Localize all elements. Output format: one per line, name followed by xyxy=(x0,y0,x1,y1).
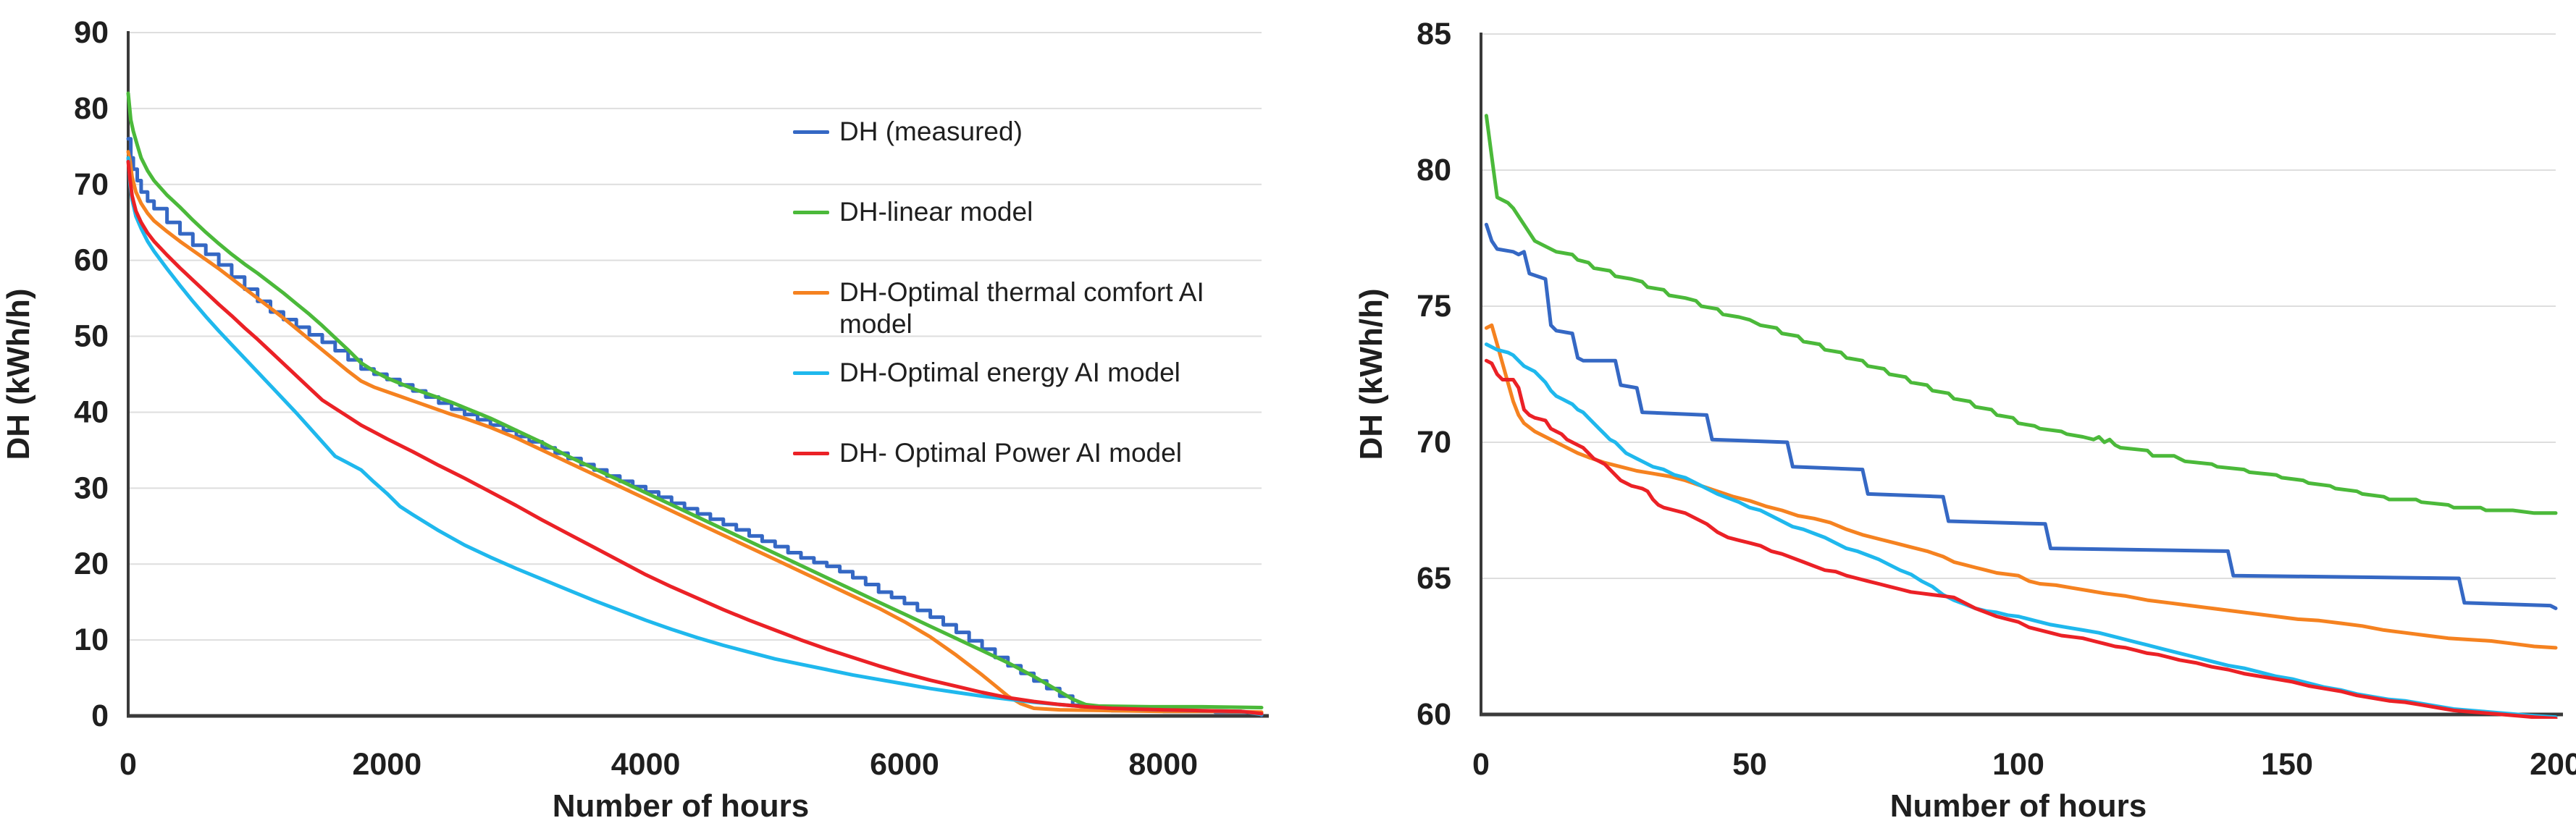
y-tick-label-70: 70 xyxy=(1417,425,1451,460)
y-tick-label-80: 80 xyxy=(1417,153,1451,187)
legend-swatch-dh-optimal-thermal-comfort-ai-model xyxy=(793,291,829,295)
x-tick-label-2000: 2000 xyxy=(352,747,421,782)
y-axis-title-right: DH (kWh/h) xyxy=(1354,288,1389,460)
x-tick-label-150: 150 xyxy=(2261,747,2313,782)
legend-swatch-dh-optimal-energy-ai-model xyxy=(793,371,829,375)
series-line-dh-optimal-energy-ai-model xyxy=(126,156,1264,717)
legend-label-dh-optimal-energy-ai-model: DH-Optimal energy AI model xyxy=(839,358,1180,387)
y-tick-label-10: 10 xyxy=(74,623,109,657)
y-tick-label-0: 0 xyxy=(91,699,109,733)
legend-label-dh-measured: DH (measured) xyxy=(839,117,1023,146)
series-line-dh-optimal-power-ai-model xyxy=(1484,358,2558,719)
series-line-dh-measured xyxy=(1484,222,2558,610)
legend-item-dh-optimal-power-ai-model: DH- Optimal Power AI model xyxy=(793,437,1182,469)
y-tick-label-75: 75 xyxy=(1417,289,1451,324)
x-tick-label-0: 0 xyxy=(1472,747,1490,782)
x-tick-label-0: 0 xyxy=(119,747,137,782)
series-line-dh-measured xyxy=(126,137,1264,717)
legend-swatch-dh-linear-model xyxy=(793,211,829,214)
legend-label-dh-linear-model: DH-linear model xyxy=(839,197,1033,227)
legend-label-dh-optimal-power-ai-model: DH- Optimal Power AI model xyxy=(839,438,1182,468)
legend-item-dh-optimal-thermal-comfort-ai-model: DH-Optimal thermal comfort AI model xyxy=(793,277,1245,340)
y-axis-title-left: DH (kWh/h) xyxy=(1,288,36,460)
x-axis-title-left: Number of hours xyxy=(553,788,809,824)
legend-item-dh-linear-model: DH-linear model xyxy=(793,196,1033,228)
x-tick-label-200: 200 xyxy=(2530,747,2576,782)
chart-peak-load-duration-zoom: 60 65 70 75 80 85 0 50 100 150 200 Number of hours… xyxy=(1354,17,2576,824)
legend-swatch-dh-optimal-power-ai-model xyxy=(793,452,829,455)
x-tick-label-4000: 4000 xyxy=(611,747,681,782)
legend-label-dh-optimal-thermal-comfort-ai-model: DH-Optimal thermal comfort AI model xyxy=(839,277,1204,339)
y-tick-label-70: 70 xyxy=(74,167,109,202)
y-tick-label-20: 20 xyxy=(74,547,109,581)
series-line-dh-optimal-thermal-comfort-ai-model xyxy=(1484,323,2558,650)
legend-item-dh-measured: DH (measured) xyxy=(793,116,1023,148)
x-tick-label-6000: 6000 xyxy=(870,747,939,782)
x-tick-label-100: 100 xyxy=(1992,747,2044,782)
x-tick-label-50: 50 xyxy=(1732,747,1767,782)
x-axis-title-right: Number of hours xyxy=(1890,788,2147,824)
y-tick-label-40: 40 xyxy=(74,395,109,429)
x-tick-label-8000: 8000 xyxy=(1128,747,1198,782)
y-tick-label-60: 60 xyxy=(1417,697,1451,732)
y-tick-label-65: 65 xyxy=(1417,561,1451,596)
series-line-dh-linear-model xyxy=(1484,114,2558,515)
y-tick-label-30: 30 xyxy=(74,471,109,505)
legend-item-dh-optimal-energy-ai-model: DH-Optimal energy AI model xyxy=(793,357,1180,389)
series-line-dh-linear-model xyxy=(126,91,1264,709)
legend-swatch-dh-measured xyxy=(793,130,829,134)
y-tick-label-85: 85 xyxy=(1417,17,1451,51)
chart-annual-load-duration: 0 10 20 30 40 50 60 70 80 90 0 2000 4000 6000 8000 Num… xyxy=(1,15,1269,824)
y-tick-label-50: 50 xyxy=(74,319,109,354)
series-line-dh-optimal-power-ai-model xyxy=(126,159,1264,716)
series-line-dh-optimal-thermal-comfort-ai-model xyxy=(126,150,1264,714)
y-tick-label-80: 80 xyxy=(74,91,109,126)
y-tick-label-60: 60 xyxy=(74,243,109,278)
y-tick-label-90: 90 xyxy=(74,15,109,50)
series-line-dh-optimal-energy-ai-model xyxy=(1484,342,2558,719)
